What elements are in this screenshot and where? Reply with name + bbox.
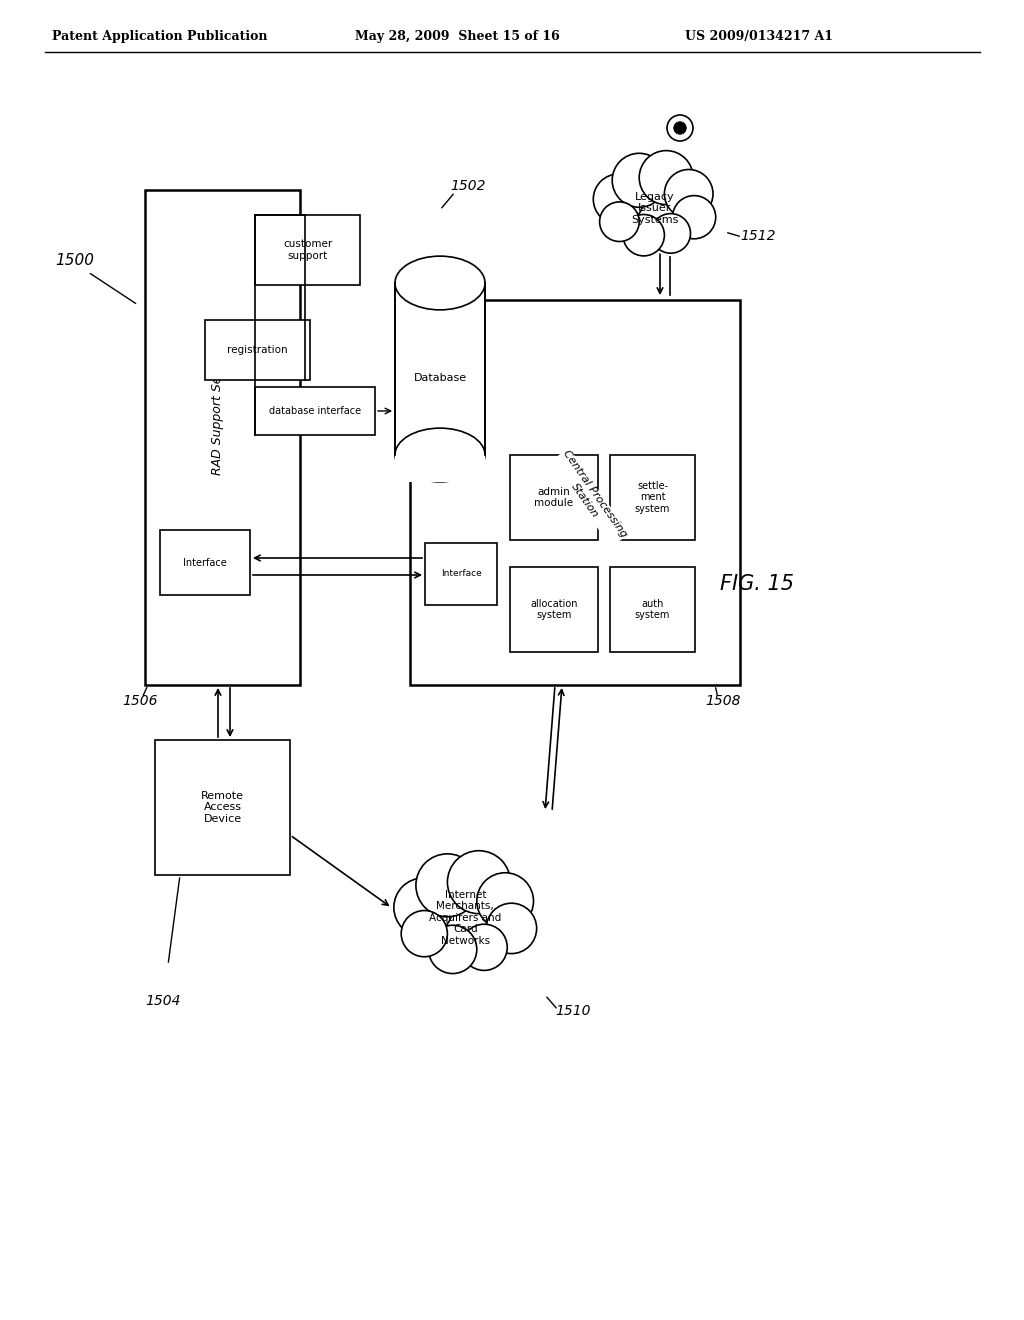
Circle shape xyxy=(425,921,480,977)
Text: RAD Support Server: RAD Support Server xyxy=(211,350,224,475)
Circle shape xyxy=(620,211,668,259)
Bar xyxy=(425,543,497,605)
Circle shape xyxy=(660,166,717,222)
Text: May 28, 2009  Sheet 15 of 16: May 28, 2009 Sheet 15 of 16 xyxy=(355,30,560,44)
Text: 1510: 1510 xyxy=(555,1005,591,1018)
Circle shape xyxy=(428,925,477,974)
Circle shape xyxy=(482,899,541,957)
Ellipse shape xyxy=(395,428,485,482)
Text: US 2009/0134217 A1: US 2009/0134217 A1 xyxy=(685,30,833,44)
Text: Legacy
Issuer
Systems: Legacy Issuer Systems xyxy=(631,191,678,224)
Text: 1500: 1500 xyxy=(55,253,94,268)
Text: settle-
ment
system: settle- ment system xyxy=(635,480,670,513)
Circle shape xyxy=(590,170,647,228)
Bar xyxy=(155,741,290,875)
Bar xyxy=(145,190,300,685)
Circle shape xyxy=(623,214,665,256)
Circle shape xyxy=(651,214,690,253)
Circle shape xyxy=(401,911,447,957)
Ellipse shape xyxy=(395,256,485,310)
Circle shape xyxy=(397,907,451,960)
Text: 1508: 1508 xyxy=(705,694,740,708)
Text: Remote
Access
Device: Remote Access Device xyxy=(201,791,244,824)
Circle shape xyxy=(389,874,457,941)
Bar xyxy=(610,568,695,652)
Circle shape xyxy=(648,211,693,256)
Bar xyxy=(410,300,740,685)
Text: Interface: Interface xyxy=(183,557,227,568)
Text: admin
module: admin module xyxy=(535,487,573,508)
Text: FIG. 15: FIG. 15 xyxy=(720,574,794,594)
Circle shape xyxy=(593,174,644,224)
Circle shape xyxy=(608,149,671,211)
Circle shape xyxy=(477,873,534,929)
Circle shape xyxy=(458,921,511,974)
Circle shape xyxy=(472,869,538,933)
Text: Database: Database xyxy=(414,372,467,383)
Text: database interface: database interface xyxy=(269,407,361,416)
Circle shape xyxy=(667,115,693,141)
Bar xyxy=(395,282,485,455)
Text: auth
system: auth system xyxy=(635,599,670,620)
Text: allocation
system: allocation system xyxy=(530,599,578,620)
Circle shape xyxy=(600,202,639,242)
Circle shape xyxy=(486,903,537,953)
Circle shape xyxy=(665,169,713,218)
Bar xyxy=(510,568,598,652)
Text: customer
support: customer support xyxy=(283,239,332,261)
Circle shape xyxy=(639,150,693,205)
Text: Patent Application Publication: Patent Application Publication xyxy=(52,30,267,44)
Bar xyxy=(510,455,598,540)
Text: 1506: 1506 xyxy=(122,694,158,708)
Text: registration: registration xyxy=(227,345,288,355)
Circle shape xyxy=(447,850,510,913)
Circle shape xyxy=(674,121,686,135)
Text: Central Processing
Station: Central Processing Station xyxy=(551,449,629,546)
Circle shape xyxy=(597,199,642,244)
Text: 1512: 1512 xyxy=(740,228,775,243)
Bar xyxy=(255,215,360,285)
Circle shape xyxy=(612,153,667,207)
Bar xyxy=(395,455,485,482)
Circle shape xyxy=(673,195,716,239)
Circle shape xyxy=(394,878,453,937)
Bar xyxy=(610,455,695,540)
Circle shape xyxy=(442,846,515,919)
Circle shape xyxy=(461,924,507,970)
Text: 1504: 1504 xyxy=(145,994,180,1008)
Circle shape xyxy=(412,849,483,921)
Bar xyxy=(205,319,310,380)
Bar xyxy=(160,531,250,595)
Text: Internet
Merchants,
Acquirers and
Card
Networks: Internet Merchants, Acquirers and Card N… xyxy=(429,890,502,946)
Circle shape xyxy=(635,147,697,209)
Bar xyxy=(255,387,375,436)
Text: 1502: 1502 xyxy=(450,180,485,193)
Circle shape xyxy=(416,854,479,917)
Text: Interface: Interface xyxy=(440,569,481,578)
Circle shape xyxy=(670,193,719,242)
